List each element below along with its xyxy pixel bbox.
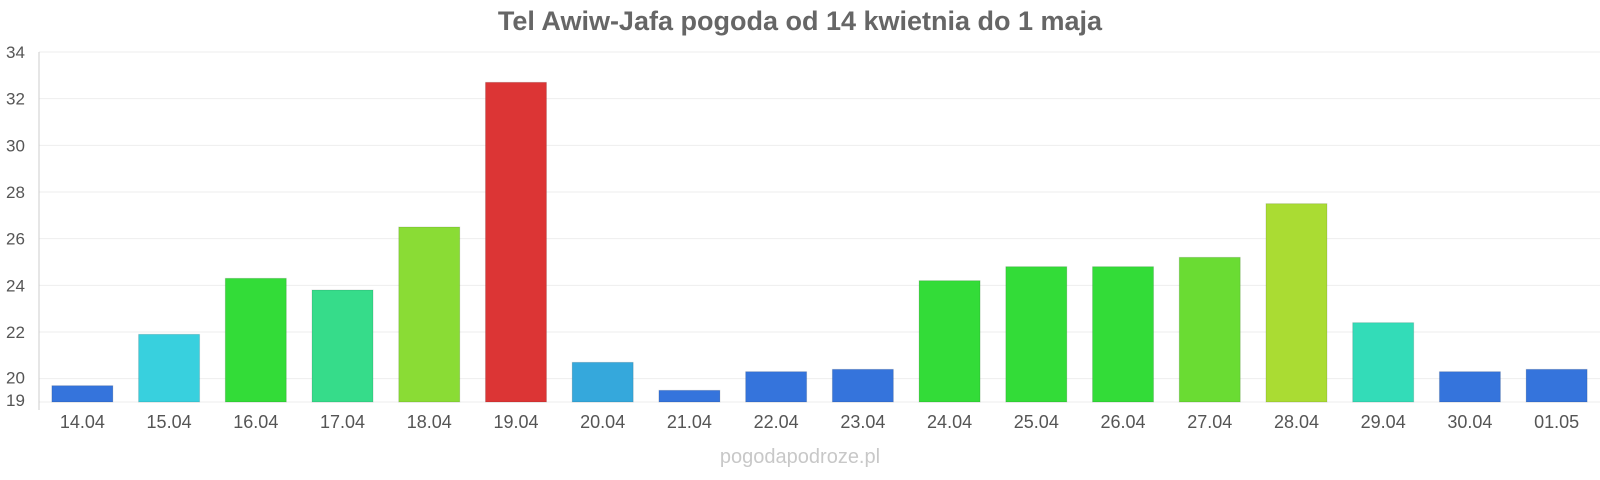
x-tick-label: 28.04 [1274, 412, 1319, 432]
x-tick-label: 16.04 [233, 412, 278, 432]
x-tick-label: 26.04 [1101, 412, 1146, 432]
bar [224, 277, 287, 403]
y-tick-label: 22 [6, 323, 25, 342]
x-tick-label: 30.04 [1447, 412, 1492, 432]
x-tick-label: 23.04 [840, 412, 885, 432]
x-tick-label: 19.04 [493, 412, 538, 432]
bar [658, 389, 721, 403]
x-tick-label: 21.04 [667, 412, 712, 432]
x-tick-label: 17.04 [320, 412, 365, 432]
x-tick-label: 24.04 [927, 412, 972, 432]
x-tick-label: 15.04 [147, 412, 192, 432]
x-tick-label: 27.04 [1187, 412, 1232, 432]
y-tick-label: 24 [6, 276, 25, 295]
y-tick-label: 19 [6, 391, 25, 410]
bar [1178, 256, 1241, 403]
bar [1092, 266, 1155, 403]
y-tick-label: 32 [6, 90, 25, 109]
bar [1352, 322, 1415, 403]
y-tick-label: 34 [6, 43, 25, 62]
bar [1005, 266, 1068, 403]
bar [1525, 368, 1588, 403]
y-tick-label: 26 [6, 230, 25, 249]
x-tick-label: 14.04 [60, 412, 105, 432]
bar [398, 226, 461, 403]
y-tick-label: 28 [6, 183, 25, 202]
chart-title: Tel Awiw-Jafa pogoda od 14 kwietnia do 1… [497, 6, 1103, 36]
bar [311, 289, 374, 403]
bar [745, 371, 808, 403]
bar [571, 361, 634, 403]
bar [484, 81, 547, 403]
x-tick-label: 22.04 [754, 412, 799, 432]
bar [138, 333, 201, 403]
x-tick-label: 20.04 [580, 412, 625, 432]
bar [918, 280, 981, 403]
bar [51, 385, 114, 403]
bar [831, 368, 894, 403]
x-tick-label: 25.04 [1014, 412, 1059, 432]
x-tick-label: 01.05 [1534, 412, 1579, 432]
bar [1265, 203, 1328, 403]
bar [1438, 371, 1501, 403]
x-tick-label: 18.04 [407, 412, 452, 432]
x-tick-label: 29.04 [1361, 412, 1406, 432]
watermark: pogodapodroze.pl [719, 446, 881, 468]
y-tick-label: 20 [6, 369, 25, 388]
y-tick-label: 30 [6, 136, 25, 155]
